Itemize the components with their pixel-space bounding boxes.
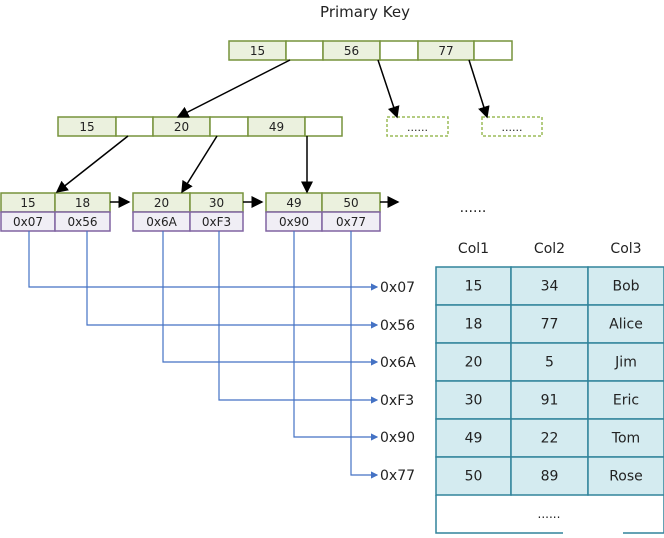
table-cell-text: Rose xyxy=(609,469,643,485)
pointer-arrow xyxy=(468,59,490,119)
row-pointer-line xyxy=(218,231,379,404)
table-cell-text: 22 xyxy=(541,431,559,447)
leaf-address-cell-text: 0x90 xyxy=(279,215,309,229)
internal-node-cell xyxy=(209,116,249,137)
pointer-arrow xyxy=(55,135,129,193)
leaf-address-cell-text: 0x77 xyxy=(336,215,366,229)
table-cell-text: 30 xyxy=(465,393,483,409)
table-cell xyxy=(510,456,589,496)
leaf-key-cell-text: 15 xyxy=(20,196,35,210)
table-cell-text: Jim xyxy=(614,355,637,371)
table-cell-text: 91 xyxy=(541,393,559,409)
table-header: Col3 xyxy=(610,241,641,257)
table-cell-text: 18 xyxy=(465,317,483,333)
row-address-label: 0x56 xyxy=(380,318,415,334)
leaf-address-cell-text: 0x6A xyxy=(146,215,177,229)
root-node-cell xyxy=(473,40,513,61)
leaf-key-cell-text: 18 xyxy=(75,196,90,210)
table-cell-text: Bob xyxy=(612,279,639,295)
table-cell-text: Alice xyxy=(609,317,643,333)
leaf-address-cell-text: 0x07 xyxy=(13,215,43,229)
row-pointer-line xyxy=(28,231,379,291)
internal-node-cell-text: 20 xyxy=(174,120,189,134)
leaf-address-cell-text: 0xF3 xyxy=(202,215,231,229)
table-cell xyxy=(587,456,664,496)
row-address-label: 0x07 xyxy=(380,280,415,296)
row-pointer-line xyxy=(86,231,379,329)
table-cell-text: 15 xyxy=(465,279,483,295)
table-cell-text: Eric xyxy=(613,393,639,409)
root-node-cell-text: 77 xyxy=(438,44,453,58)
table-ellipsis: ...... xyxy=(538,507,561,521)
table-cell xyxy=(435,266,512,306)
table-cell xyxy=(435,456,512,496)
row-pointer-line xyxy=(162,231,379,366)
root-node-cell xyxy=(379,40,419,61)
pointer-arrow xyxy=(176,59,291,118)
leaf-key-cell-text: 20 xyxy=(154,196,169,210)
row-pointer-line xyxy=(350,231,379,479)
row-address-label: 0x90 xyxy=(380,430,415,446)
table-cell-text: 49 xyxy=(465,431,483,447)
row-address-label: 0xF3 xyxy=(380,393,414,409)
placeholder-node xyxy=(481,116,543,137)
leaf-key-cell-text: 30 xyxy=(209,196,224,210)
placeholder-node-text: ...... xyxy=(407,121,428,134)
table-cell xyxy=(510,266,589,306)
internal-node-cell xyxy=(115,116,154,137)
table-cell xyxy=(587,266,664,306)
leaf-key-cell-text: 49 xyxy=(286,196,301,210)
internal-node-cell xyxy=(304,116,343,137)
leaf-key-cell-text: 50 xyxy=(343,196,358,210)
internal-node-cell-text: 49 xyxy=(269,120,284,134)
internal-node-cell-text: 15 xyxy=(79,120,94,134)
table-cell-text: 77 xyxy=(541,317,559,333)
table-cell xyxy=(587,342,664,382)
leaf-ellipsis: ...... xyxy=(460,200,487,216)
leaf-address-cell xyxy=(189,211,244,232)
root-node-cell xyxy=(285,40,324,61)
table-cell xyxy=(510,418,589,458)
leaf-address-cell xyxy=(54,211,111,232)
table-cell-text: 50 xyxy=(465,469,483,485)
table-cell-text: 5 xyxy=(545,355,554,371)
root-node-cell-text: 56 xyxy=(344,44,359,58)
table-cell xyxy=(587,418,664,458)
table-cell xyxy=(435,418,512,458)
pointer-arrow xyxy=(181,135,218,194)
table-cell-text: 20 xyxy=(465,355,483,371)
row-address-label: 0x77 xyxy=(380,468,415,484)
table-cell-text: Tom xyxy=(611,431,640,447)
table-cell-text: 89 xyxy=(541,469,559,485)
table-cell-text: 34 xyxy=(541,279,559,295)
placeholder-node-text: ...... xyxy=(502,121,523,134)
row-address-label: 0x6A xyxy=(380,355,416,371)
leaf-address-cell-text: 0x56 xyxy=(67,215,97,229)
table-header: Col2 xyxy=(534,241,565,257)
table-header: Col1 xyxy=(458,241,489,257)
root-node-cell-text: 15 xyxy=(250,44,265,58)
pointer-arrow xyxy=(377,59,400,119)
placeholder-node xyxy=(386,116,449,137)
diagram-title: Primary Key xyxy=(320,3,410,21)
row-pointer-line xyxy=(293,231,379,441)
table-ellipsis-row xyxy=(435,495,664,534)
